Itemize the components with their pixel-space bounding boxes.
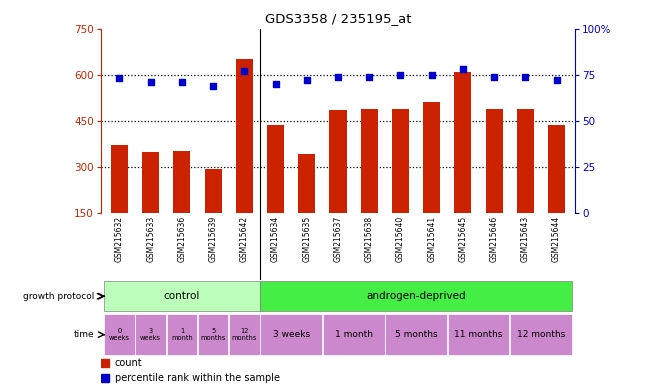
Text: 12
months: 12 months xyxy=(231,328,257,341)
Text: GSM215642: GSM215642 xyxy=(240,216,249,262)
Text: GSM215632: GSM215632 xyxy=(115,216,124,262)
Text: GSM215640: GSM215640 xyxy=(396,216,405,262)
Bar xyxy=(454,72,471,259)
Bar xyxy=(423,103,440,259)
Bar xyxy=(111,145,128,259)
Bar xyxy=(142,152,159,259)
Bar xyxy=(361,109,378,259)
Text: GSM215644: GSM215644 xyxy=(552,216,561,262)
Point xyxy=(270,81,281,87)
Text: GSM215637: GSM215637 xyxy=(333,216,343,262)
Bar xyxy=(322,314,385,356)
Bar xyxy=(510,314,572,356)
Text: GSM215633: GSM215633 xyxy=(146,216,155,262)
Point xyxy=(520,74,530,80)
Point xyxy=(239,68,250,74)
Bar xyxy=(385,314,447,356)
Text: GSM215645: GSM215645 xyxy=(458,216,467,262)
Text: GSM215639: GSM215639 xyxy=(209,216,218,262)
Text: control: control xyxy=(164,291,200,301)
Text: percentile rank within the sample: percentile rank within the sample xyxy=(115,373,280,383)
Bar xyxy=(392,109,409,259)
Text: GSM215641: GSM215641 xyxy=(427,216,436,262)
Bar xyxy=(548,125,565,259)
Text: count: count xyxy=(115,358,142,369)
Text: androgen-deprived: androgen-deprived xyxy=(366,291,466,301)
Bar xyxy=(517,109,534,259)
Text: 11 months: 11 months xyxy=(454,330,502,339)
Text: GSM215643: GSM215643 xyxy=(521,216,530,262)
Point xyxy=(458,66,468,72)
Text: 1 month: 1 month xyxy=(335,330,372,339)
Text: 0
weeks: 0 weeks xyxy=(109,328,130,341)
Point xyxy=(146,79,156,85)
Point xyxy=(551,77,562,83)
Text: 12 months: 12 months xyxy=(517,330,565,339)
Bar xyxy=(205,169,222,259)
Text: GSM215634: GSM215634 xyxy=(271,216,280,262)
Point xyxy=(489,74,499,80)
Text: 3 weeks: 3 weeks xyxy=(272,330,310,339)
Text: growth protocol: growth protocol xyxy=(23,292,94,301)
Text: 1
month: 1 month xyxy=(171,328,193,341)
Bar xyxy=(267,125,284,259)
Point xyxy=(302,77,312,83)
Text: GDS3358 / 235195_at: GDS3358 / 235195_at xyxy=(265,12,411,25)
Bar xyxy=(135,314,166,356)
Point xyxy=(364,74,374,80)
Point xyxy=(177,79,187,85)
Point xyxy=(426,72,437,78)
Text: GSM215636: GSM215636 xyxy=(177,216,187,262)
Bar xyxy=(486,109,502,259)
Text: 5 months: 5 months xyxy=(395,330,437,339)
Bar xyxy=(260,314,322,356)
Point xyxy=(208,83,218,89)
Bar xyxy=(260,281,572,311)
Text: time: time xyxy=(73,330,94,339)
Bar xyxy=(198,314,228,356)
Point xyxy=(395,72,406,78)
Bar xyxy=(166,314,197,356)
Text: GSM215638: GSM215638 xyxy=(365,216,374,262)
Text: 5
months: 5 months xyxy=(200,328,226,341)
Bar xyxy=(229,314,259,356)
Text: 3
weeks: 3 weeks xyxy=(140,328,161,341)
Bar xyxy=(236,60,253,259)
Bar xyxy=(448,314,510,356)
Bar xyxy=(330,110,346,259)
Point xyxy=(333,74,343,80)
Bar xyxy=(174,151,190,259)
Bar xyxy=(298,154,315,259)
Point xyxy=(114,75,125,81)
Bar xyxy=(104,314,135,356)
Bar xyxy=(104,281,260,311)
Text: GSM215635: GSM215635 xyxy=(302,216,311,262)
Text: GSM215646: GSM215646 xyxy=(489,216,499,262)
